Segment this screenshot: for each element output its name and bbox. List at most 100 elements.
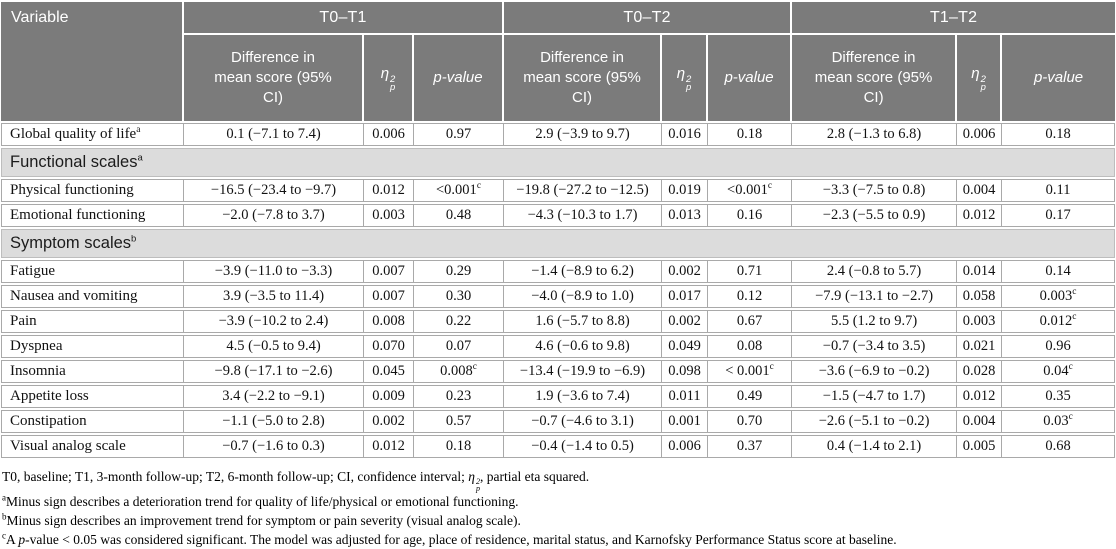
cell-eta: 0.002	[662, 260, 709, 283]
footnote-a: aMinus sign describes a deterioration tr…	[2, 492, 519, 509]
cell-diff: −9.8 (−17.1 to −2.6)	[184, 360, 364, 383]
section-row: Symptom scalesb	[1, 229, 1116, 258]
cell-eta: 0.019	[662, 179, 709, 202]
cell-diff: 3.9 (−3.5 to 11.4)	[184, 285, 364, 308]
cell-eta: 0.011	[662, 385, 709, 408]
cell-diff: −1.4 (−8.9 to 6.2)	[504, 260, 663, 283]
results-table: Variable T0–T1 T0–T2 T1–T2 Difference in…	[1, 0, 1116, 460]
row-label: Appetite loss	[1, 385, 184, 408]
cell-pvalue: 0.04c	[1002, 360, 1116, 383]
cell-diff: 0.4 (−1.4 to 2.1)	[792, 435, 958, 458]
cell-eta: 0.006	[364, 123, 414, 146]
superscript-marker: c	[1072, 312, 1077, 323]
cell-diff: −0.7 (−3.4 to 3.5)	[792, 335, 958, 358]
cell-eta: 0.007	[364, 285, 414, 308]
pvalue-header-2: p-value	[708, 35, 793, 121]
row-label: Fatigue	[1, 260, 184, 283]
cell-diff: −0.4 (−1.4 to 0.5)	[504, 435, 663, 458]
cell-diff: −0.7 (−1.6 to 0.3)	[184, 435, 364, 458]
cell-pvalue: 0.70	[708, 410, 793, 433]
table-row: Pain −3.9 (−10.2 to 2.4) 0.008 0.22 1.6 (−5.…	[1, 310, 1116, 333]
cell-eta: 0.014	[957, 260, 1003, 283]
group-header-t0-t2: T0–T2	[504, 2, 793, 33]
table-row: Visual analog scale −0.7 (−1.6 to 0.3) 0.0…	[1, 435, 1116, 458]
footnote-b: bMinus sign describes an improvement tre…	[2, 511, 521, 528]
cell-pvalue: 0.96	[1002, 335, 1116, 358]
cell-diff: −4.3 (−10.3 to 1.7)	[504, 204, 663, 227]
cell-eta: 0.002	[364, 410, 414, 433]
cell-eta: 0.049	[662, 335, 709, 358]
cell-eta: 0.003	[957, 310, 1003, 333]
section-label: Symptom scalesb	[1, 229, 1116, 258]
cell-eta: 0.012	[364, 179, 414, 202]
section-label: Functional scalesa	[1, 148, 1116, 177]
cell-diff: −19.8 (−27.2 to −12.5)	[504, 179, 663, 202]
diff-header-3: Difference in mean score (95% CI)	[792, 35, 958, 121]
cell-diff: −2.3 (−5.5 to 0.9)	[792, 204, 958, 227]
cell-eta: 0.005	[957, 435, 1003, 458]
group-header-t1-t2: T1–T2	[792, 2, 1116, 33]
row-label: Dyspnea	[1, 335, 184, 358]
row-label: Emotional functioning	[1, 204, 184, 227]
cell-eta: 0.001	[662, 410, 709, 433]
row-label: Insomnia	[1, 360, 184, 383]
cell-pvalue: 0.18	[708, 123, 793, 146]
cell-diff: −3.6 (−6.9 to −0.2)	[792, 360, 958, 383]
cell-diff: 2.9 (−3.9 to 9.7)	[504, 123, 663, 146]
pvalue-header-1: p-value	[414, 35, 505, 121]
cell-eta: 0.028	[957, 360, 1003, 383]
cell-eta: 0.004	[957, 410, 1003, 433]
cell-diff: 4.5 (−0.5 to 9.4)	[184, 335, 364, 358]
cell-pvalue: 0.67	[708, 310, 793, 333]
cell-pvalue: 0.08	[708, 335, 793, 358]
cell-pvalue: 0.68	[1002, 435, 1116, 458]
cell-eta: 0.013	[662, 204, 709, 227]
cell-eta: 0.003	[364, 204, 414, 227]
table-row: Nausea and vomiting 3.9 (−3.5 to 11.4) 0.0…	[1, 285, 1116, 308]
cell-eta: 0.008	[364, 310, 414, 333]
variable-column-header: Variable	[1, 2, 184, 121]
cell-diff: −3.3 (−7.5 to 0.8)	[792, 179, 958, 202]
cell-diff: −3.9 (−10.2 to 2.4)	[184, 310, 364, 333]
cell-diff: 4.6 (−0.6 to 9.8)	[504, 335, 663, 358]
cell-pvalue: 0.71	[708, 260, 793, 283]
cell-pvalue: 0.22	[414, 310, 505, 333]
cell-eta: 0.012	[957, 385, 1003, 408]
table-header: Variable T0–T1 T0–T2 T1–T2 Difference in…	[1, 2, 1116, 121]
cell-diff: 0.1 (−7.1 to 7.4)	[184, 123, 364, 146]
superscript-marker: b	[131, 233, 137, 245]
row-label: Constipation	[1, 410, 184, 433]
row-label: Visual analog scale	[1, 435, 184, 458]
superscript-marker: c	[472, 362, 477, 373]
cell-pvalue: 0.12	[708, 285, 793, 308]
superscript-marker: c	[1068, 412, 1073, 423]
cell-diff: −1.5 (−4.7 to 1.7)	[792, 385, 958, 408]
cell-pvalue: 0.57	[414, 410, 505, 433]
cell-pvalue: 0.49	[708, 385, 793, 408]
cell-diff: 1.6 (−5.7 to 8.8)	[504, 310, 663, 333]
cell-diff: −1.1 (−5.0 to 2.8)	[184, 410, 364, 433]
superscript-marker: a	[137, 152, 143, 164]
cell-diff: 5.5 (1.2 to 9.7)	[792, 310, 958, 333]
cell-pvalue: <0.001c	[414, 179, 505, 202]
pvalue-header-3: p-value	[1002, 35, 1116, 121]
cell-pvalue: 0.008c	[414, 360, 505, 383]
diff-header-1: Difference in mean score (95% CI)	[184, 35, 364, 121]
section-row: Functional scalesa	[1, 148, 1116, 177]
cell-pvalue: 0.11	[1002, 179, 1116, 202]
cell-diff: −13.4 (−19.9 to −6.9)	[504, 360, 663, 383]
cell-pvalue: 0.29	[414, 260, 505, 283]
group-header-t0-t1: T0–T1	[184, 2, 505, 33]
cell-diff: −2.6 (−5.1 to −0.2)	[792, 410, 958, 433]
cell-pvalue: 0.14	[1002, 260, 1116, 283]
table-row: Appetite loss 3.4 (−2.2 to −9.1) 0.009 0.23…	[1, 385, 1116, 408]
footnote-abbreviations: T0, baseline; T1, 3-month follow-up; T2,…	[2, 469, 590, 493]
row-label: Global quality of lifea	[1, 123, 184, 146]
superscript-marker: c	[767, 181, 773, 192]
diff-header-2: Difference in mean score (95% CI)	[504, 35, 663, 121]
